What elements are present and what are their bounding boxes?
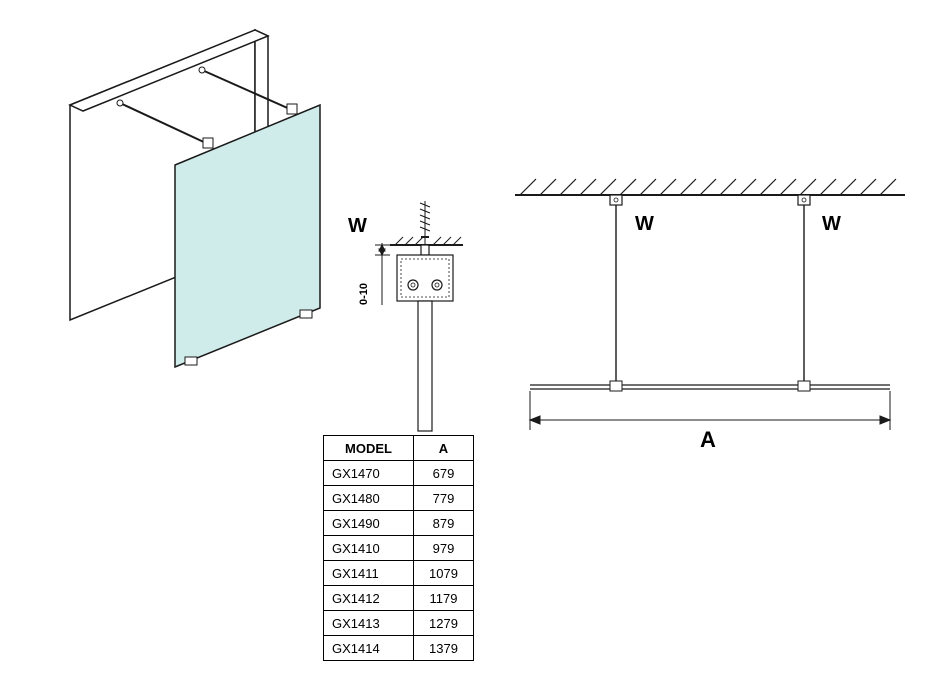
table-row: GX1410979 (324, 536, 474, 561)
label-W-detail: W (348, 215, 367, 238)
dimension-A (530, 391, 890, 430)
th-A: A (414, 436, 474, 461)
bracket-body (397, 255, 453, 301)
th-model: MODEL (324, 436, 414, 461)
table-row: GX1470679 (324, 461, 474, 486)
table-row: GX1490879 (324, 511, 474, 536)
wall-hatch (520, 179, 896, 195)
table-row: GX14141379 (324, 636, 474, 661)
label-A: A (700, 427, 716, 453)
table-row: GX14131279 (324, 611, 474, 636)
label-W-top-2: W (822, 213, 841, 236)
wall-bracket-2 (798, 195, 810, 205)
table-row: GX14121179 (324, 586, 474, 611)
model-table: MODEL A GX1470679 GX1480779 GX1490879 GX… (323, 435, 474, 661)
floor-bracket-2 (300, 310, 312, 318)
dimension-range (375, 243, 390, 305)
table-row: GX1480779 (324, 486, 474, 511)
isometric-view (30, 10, 360, 390)
table-row: GX14111079 (324, 561, 474, 586)
diagram-canvas: W 0-10 (0, 0, 928, 686)
floor-bracket-1 (185, 357, 197, 365)
wall-bracket-1 (610, 195, 622, 205)
label-range: 0-10 (358, 283, 370, 305)
glass-profile (418, 301, 432, 431)
label-W-top-1: W (635, 213, 654, 236)
table-header-row: MODEL A (324, 436, 474, 461)
hatch-icon (395, 237, 461, 245)
